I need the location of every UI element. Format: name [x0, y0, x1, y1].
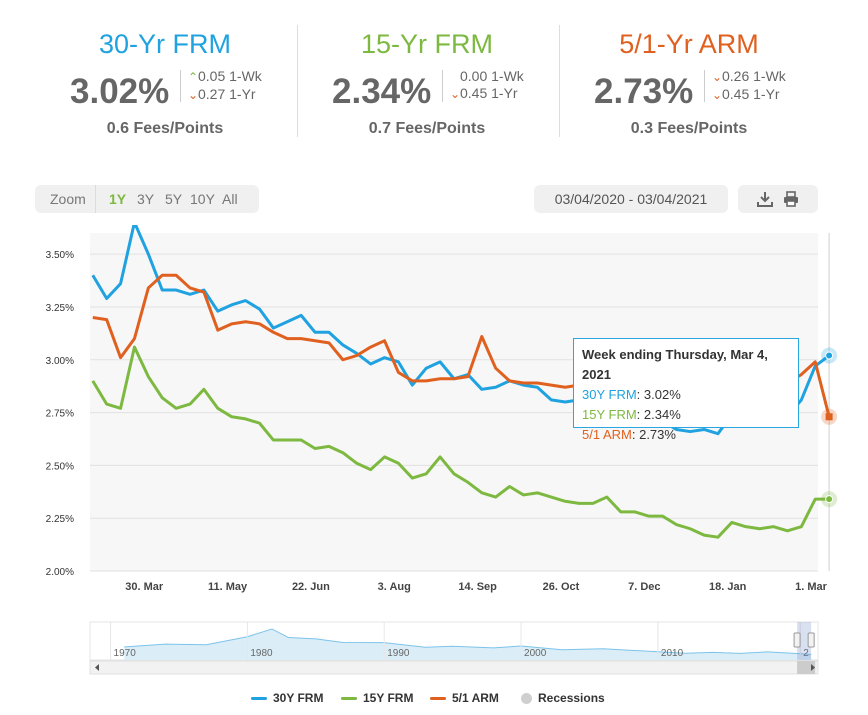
x-tick-label: 22. Jun	[292, 581, 330, 593]
legend-item-51arm[interactable]: 5/1 ARM	[430, 688, 499, 708]
tooltip-key-15y: 15Y FRM	[582, 407, 637, 422]
navigator-year-label: 2000	[524, 648, 547, 659]
y-tick-label: 2.75%	[46, 409, 74, 420]
navigator-year-label: 2	[803, 648, 809, 659]
navigator-year-label: 1970	[114, 648, 137, 659]
chart-tools	[738, 185, 818, 213]
y-tick-label: 3.00%	[46, 356, 74, 367]
weekly-change: 0.00 1-Wk	[460, 68, 524, 84]
scrollbar-thumb	[797, 661, 816, 674]
x-tick-label: 3. Aug	[378, 581, 411, 593]
legend-label: Recessions	[538, 691, 605, 705]
scroll-right-icon	[811, 664, 815, 671]
x-tick-label: 11. May	[208, 581, 248, 593]
rate-block-30yr: 30-Yr FRM 3.02% ⌃0.05 1-Wk ⌄0.27 1-Yr 0.…	[35, 24, 295, 144]
down-arrow-icon: ⌄	[188, 88, 199, 102]
fees-points: 0.3 Fees/Points	[630, 120, 748, 137]
tooltip-value-15y: 2.34%	[643, 407, 681, 422]
rate-changes: ⌄0.26 1-Wk ⌄0.45 1-Yr	[704, 68, 786, 104]
legend-label: 30Y FRM	[273, 691, 324, 705]
zoom-10y-button[interactable]: 10Y	[190, 191, 215, 207]
navigator-handle-right	[807, 632, 815, 648]
zoom-1y-button[interactable]: 1Y	[109, 191, 127, 207]
navigator-line	[124, 628, 812, 655]
fees-points: 0.7 Fees/Points	[368, 120, 486, 137]
series-marker	[825, 495, 834, 504]
series-marker	[825, 413, 833, 421]
legend-item-15y[interactable]: 15Y FRM	[341, 688, 413, 708]
zoom-5y-button[interactable]: 5Y	[165, 191, 183, 207]
zoom-label: Zoom	[50, 191, 86, 207]
legend-item-30y[interactable]: 30Y FRM	[251, 688, 323, 708]
zoom-3y-button[interactable]: 3Y	[137, 191, 155, 207]
navigator-selection	[797, 622, 812, 660]
navigator-year-label: 1990	[387, 648, 410, 659]
fees-points: 0.6 Fees/Points	[106, 120, 224, 137]
rate-title: 15-Yr FRM	[360, 29, 493, 59]
x-tick-label: 14. Sep	[458, 581, 497, 593]
date-range-input[interactable]: 03/04/2020 - 03/04/2021	[534, 185, 728, 213]
x-tick-label: 1. Mar	[795, 581, 828, 593]
print-icon[interactable]	[782, 190, 800, 208]
navigator-year-label: 1980	[250, 648, 273, 659]
navigator-year-label: 2010	[661, 648, 684, 659]
scroll-left-icon	[95, 664, 99, 671]
legend-item-recessions[interactable]: Recessions	[521, 688, 605, 708]
rate-title: 5/1-Yr ARM	[619, 29, 759, 59]
rate-block-arm: 5/1-Yr ARM 2.73% ⌄0.26 1-Wk ⌄0.45 1-Yr 0…	[559, 24, 819, 144]
rate-summary: 30-Yr FRM 3.02% ⌃0.05 1-Wk ⌄0.27 1-Yr 0.…	[0, 0, 868, 150]
download-icon[interactable]	[756, 190, 774, 208]
x-tick-label: 30. Mar	[125, 581, 164, 593]
rate-value: 2.34%	[332, 72, 432, 111]
y-tick-label: 3.50%	[46, 250, 74, 261]
up-arrow-icon: ⌃	[188, 70, 199, 84]
rate-changes: ⌃0.05 1-Wk ⌄0.27 1-Yr	[180, 68, 262, 104]
series-marker	[825, 351, 834, 360]
rate-chart: 2.00% 2.25% 2.50% 2.75% 3.00% 3.25% 3.50% 30. …	[46, 225, 838, 675]
yearly-change: 0.45 1-Yr	[722, 86, 780, 102]
scrollbar-track	[89, 660, 819, 675]
zoom-all-button[interactable]: All	[222, 191, 238, 207]
legend-label: 15Y FRM	[363, 691, 414, 705]
navigator-area-fill	[124, 628, 812, 660]
rate-value: 3.02%	[70, 72, 170, 111]
chart-legend: 30Y FRM 15Y FRM 5/1 ARM Recessions	[0, 688, 868, 708]
tooltip-title: Week ending Thursday, Mar 4, 2021	[582, 347, 768, 382]
x-tick-label: 26. Oct	[543, 581, 580, 593]
rate-title: 30-Yr FRM	[98, 29, 231, 59]
down-arrow-icon: ⌄	[712, 70, 723, 84]
navigator-handle-left	[793, 632, 801, 648]
x-tick-label: 18. Jan	[709, 581, 747, 593]
rate-value: 2.73%	[594, 72, 694, 111]
y-tick-label: 2.00%	[46, 567, 74, 578]
weekly-change: 0.05 1-Wk	[198, 68, 262, 84]
divider	[297, 25, 298, 137]
y-tick-label: 2.25%	[46, 514, 74, 525]
legend-label: 5/1 ARM	[452, 691, 499, 705]
y-tick-label: 2.50%	[46, 461, 74, 472]
down-arrow-icon: ⌄	[712, 88, 723, 102]
tooltip-key-30y: 30Y FRM	[582, 387, 637, 402]
y-tick-label: 3.25%	[46, 303, 74, 314]
tooltip-key-51arm: 5/1 ARM	[582, 427, 632, 442]
down-arrow-icon: ⌄	[450, 87, 461, 101]
series-line-1	[91, 345, 830, 539]
tooltip-value-51arm: 2.73%	[639, 427, 676, 442]
tooltip-value-30y: 3.02%	[643, 387, 681, 402]
zoom-selector: Zoom 1Y 3Y 5Y 10Y All	[35, 185, 259, 213]
chart-tooltip: Week ending Thursday, Mar 4, 2021 30Y FR…	[573, 338, 799, 442]
rate-changes: 0.00 1-Wk ⌄0.45 1-Yr	[442, 68, 524, 103]
yearly-change: 0.27 1-Yr	[198, 86, 256, 102]
rate-block-15yr: 15-Yr FRM 2.34% 0.00 1-Wk ⌄0.45 1-Yr 0.7…	[297, 24, 557, 144]
x-tick-label: 7. Dec	[628, 581, 660, 593]
yearly-change: 0.45 1-Yr	[460, 85, 518, 101]
weekly-change: 0.26 1-Wk	[722, 68, 786, 84]
divider	[559, 25, 560, 137]
